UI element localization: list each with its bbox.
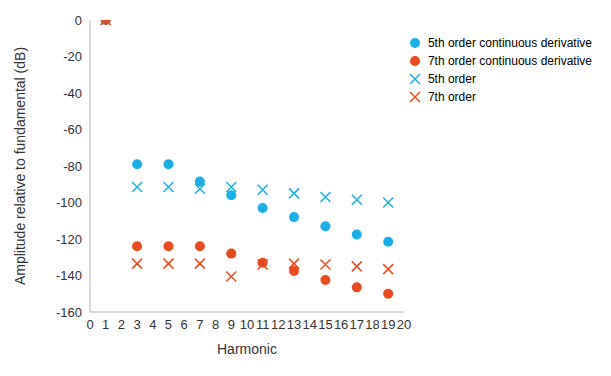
svg-text:9: 9 <box>228 317 235 332</box>
svg-text:-20: -20 <box>63 49 82 64</box>
svg-text:16: 16 <box>334 317 348 332</box>
svg-text:7: 7 <box>196 317 203 332</box>
svg-text:15: 15 <box>318 317 332 332</box>
svg-text:8: 8 <box>212 317 219 332</box>
svg-text:Amplitude relative to fundamen: Amplitude relative to fundamental (dB) <box>12 47 28 285</box>
svg-text:11: 11 <box>256 317 270 332</box>
svg-text:-40: -40 <box>63 86 82 101</box>
svg-text:10: 10 <box>240 317 254 332</box>
svg-text:19: 19 <box>381 317 395 332</box>
svg-text:-120: -120 <box>56 232 82 247</box>
svg-text:2: 2 <box>118 317 125 332</box>
html-text:5th order: 5th order <box>427 72 476 86</box>
svg-text:-160: -160 <box>56 305 82 320</box>
svg-text:-60: -60 <box>63 122 82 137</box>
svg-text:-100: -100 <box>56 195 82 210</box>
svg-text:12: 12 <box>271 317 285 332</box>
svg-text:0: 0 <box>75 13 82 28</box>
svg-text:0: 0 <box>86 317 93 332</box>
svg-text:-80: -80 <box>63 159 82 174</box>
svg-text:Harmonic: Harmonic <box>217 341 277 357</box>
svg-text:1: 1 <box>102 317 109 332</box>
svg-text:5: 5 <box>165 317 172 332</box>
svg-text:13: 13 <box>287 317 301 332</box>
svg-text:14: 14 <box>302 317 316 332</box>
html-text:7th order continuous derivativ: 7th order continuous derivative <box>427 54 592 68</box>
svg-text:17: 17 <box>350 317 364 332</box>
svg-text:-140: -140 <box>56 268 82 283</box>
svg-text:6: 6 <box>181 317 188 332</box>
html-text:7th order: 7th order <box>427 90 476 104</box>
svg-text:3: 3 <box>133 317 140 332</box>
html-text:5th order continuous derivativ: 5th order continuous derivative <box>427 36 592 50</box>
svg-text:20: 20 <box>397 317 411 332</box>
svg-text:4: 4 <box>149 317 156 332</box>
svg-text:18: 18 <box>365 317 379 332</box>
